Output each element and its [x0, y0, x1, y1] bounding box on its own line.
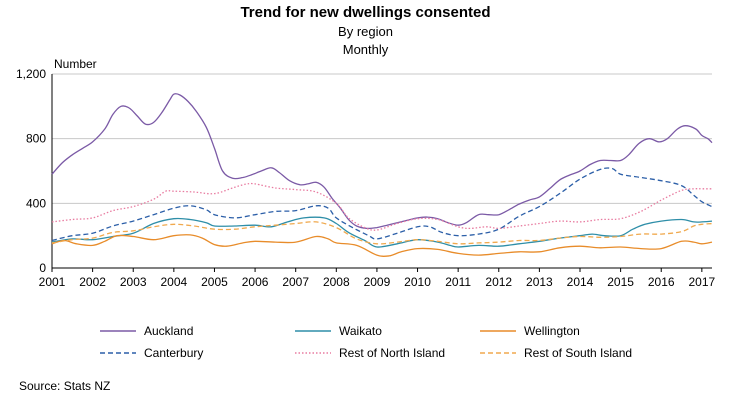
- x-tick-label: 2007: [282, 275, 309, 289]
- chart-title: Trend for new dwellings consented: [240, 4, 491, 21]
- legend-item-rest-of-south-island: Rest of South Island: [480, 346, 632, 360]
- legend-label: Canterbury: [144, 346, 204, 360]
- series-line-wellington: [51, 234, 713, 257]
- y-tick-label: 800: [26, 132, 46, 146]
- chart-frequency: Monthly: [342, 42, 389, 57]
- legend-swatch: [480, 352, 516, 354]
- x-tick-label: 2014: [567, 275, 594, 289]
- legend-item-wellington: Wellington: [480, 324, 580, 338]
- y-tick-label: 1,200: [16, 67, 46, 81]
- series-line-rest-of-south-island: [51, 221, 713, 245]
- legend-item-rest-of-north-island: Rest of North Island: [295, 346, 445, 360]
- series-line-waikato: [51, 216, 713, 248]
- legend-swatch: [295, 330, 331, 332]
- legend-item-canterbury: Canterbury: [100, 346, 203, 360]
- x-tick-label: 2002: [79, 275, 106, 289]
- y-tick-label: 0: [39, 261, 46, 275]
- legend-label: Auckland: [144, 324, 194, 338]
- legend-item-waikato: Waikato: [295, 324, 382, 338]
- x-tick-label: 2009: [364, 275, 391, 289]
- legend-swatch: [480, 330, 516, 332]
- y-tick-label: 400: [26, 196, 46, 210]
- legend-swatch: [295, 352, 331, 354]
- series-line-canterbury: [51, 167, 713, 242]
- y-axis-label: Number: [54, 57, 97, 71]
- legend-swatch: [100, 330, 136, 332]
- series-line-rest-of-north-island: [51, 182, 712, 231]
- x-tick-label: 2016: [648, 275, 675, 289]
- x-tick-label: 2013: [526, 275, 553, 289]
- series-line-auckland: [51, 93, 713, 230]
- x-tick-label: 2012: [485, 275, 512, 289]
- x-tick-label: 2001: [39, 275, 66, 289]
- x-tick-label: 2006: [242, 275, 269, 289]
- line-chart: 0 400 800 1,200 2001 2002 2003 2004 2005 2006 2007…: [16, 67, 716, 289]
- chart-subtitle: By region: [338, 24, 393, 39]
- legend-label: Rest of South Island: [524, 346, 633, 360]
- x-tick-label: 2017: [688, 275, 715, 289]
- source-note: Source: Stats NZ: [19, 379, 111, 393]
- legend-swatch: [100, 352, 136, 354]
- x-tick-label: 2011: [445, 275, 471, 289]
- legend-label: Rest of North Island: [339, 346, 446, 360]
- x-tick-label: 2004: [160, 275, 187, 289]
- legend-item-auckland: Auckland: [100, 324, 193, 338]
- legend-label: Wellington: [524, 324, 580, 338]
- legend-label: Waikato: [339, 324, 382, 338]
- x-tick-label: 2015: [607, 275, 634, 289]
- x-tick-label: 2003: [120, 275, 147, 289]
- x-tick-label: 2005: [201, 275, 228, 289]
- x-tick-label: 2010: [404, 275, 431, 289]
- x-tick-label: 2008: [323, 275, 350, 289]
